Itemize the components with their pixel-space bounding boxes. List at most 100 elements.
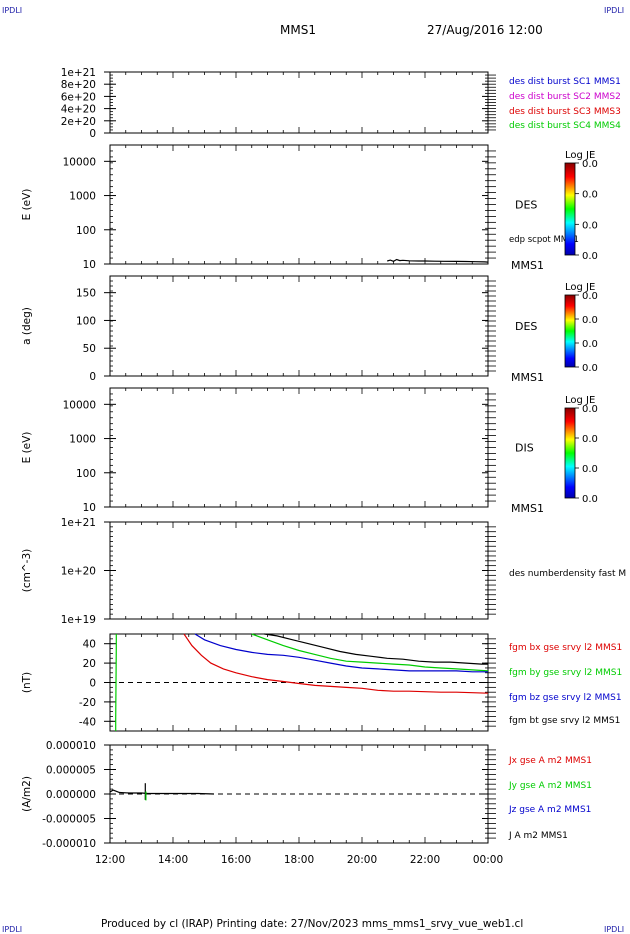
- y-tick-label: 100: [76, 468, 96, 480]
- colorbar-tick-label: 0.0: [582, 363, 598, 374]
- panel-current: 0.000010 0.000005 0.000000 -0.000005 -0.0000…: [21, 740, 592, 866]
- panel-frame: [109, 71, 489, 134]
- y-tick-label: 8e+20: [61, 79, 96, 91]
- legend-entry: Jz gse A m2 MMS1: [508, 805, 591, 815]
- colorbar: [564, 294, 576, 368]
- y-tick-label: 1e+21: [61, 517, 96, 529]
- colorbar: [564, 162, 576, 256]
- y-tick-label: 1e+19: [61, 614, 96, 626]
- instrument-label: DES: [515, 320, 537, 333]
- colorbar-tick-label: 0.0: [582, 494, 598, 505]
- colorbar-tick-label: 0.0: [582, 159, 598, 170]
- panel-frame: [109, 275, 489, 377]
- x-tick-label: 22:00: [410, 854, 440, 866]
- panel-density: 1e+21 1e+20 1e+19 (cm^-3) des numberdensity …: [21, 517, 626, 626]
- legend-entry: J A m2 MMS1: [508, 831, 568, 841]
- y-axis-label: a (deg): [21, 307, 33, 345]
- colorbar-title: Log JE: [565, 395, 595, 406]
- y-axis-label: E (eV): [21, 432, 33, 464]
- x-tick-label: 12:00: [95, 854, 125, 866]
- legend-entry: des dist burst SC4 MMS4: [509, 121, 621, 131]
- legend-entry: Jx gse A m2 MMS1: [508, 756, 592, 766]
- y-tick-label: 2e+20: [61, 116, 96, 128]
- panel-fgm: 40 20 0 -20 -40 (nT) fgm bx gse srvy l2 MMS1 fg…: [21, 633, 622, 732]
- y-tick-label: 10: [83, 502, 96, 514]
- y-axis-label: (nT): [21, 672, 33, 693]
- colorbar: [564, 407, 576, 499]
- colorbar-tick-label: 0.0: [582, 464, 598, 475]
- y-tick-label: 6e+20: [61, 91, 96, 103]
- legend-entry: fgm by gse srvy l2 MMS1: [509, 668, 622, 678]
- legend-entry: des numberdensity fast M: [509, 569, 626, 579]
- instrument-label: DES: [515, 199, 537, 212]
- spacecraft-bottom-label: MMS1: [511, 259, 544, 272]
- y-tick-label: 50: [83, 343, 96, 355]
- series-line: [251, 633, 489, 672]
- spacecraft-bottom-label: MMS1: [511, 371, 544, 384]
- y-tick-label: 0: [89, 128, 96, 140]
- x-tick-label: 20:00: [347, 854, 377, 866]
- y-tick-label: -0.000010: [42, 838, 96, 850]
- y-tick-label: 4e+20: [61, 104, 96, 116]
- y-tick-label: 0.000010: [46, 740, 96, 752]
- colorbar-tick-label: 0.0: [582, 404, 598, 415]
- series-line: [387, 258, 489, 263]
- colorbar-tick-label: 0.0: [582, 315, 598, 326]
- colorbar-tick-label: 0.0: [582, 190, 598, 201]
- panel-frame: [109, 144, 489, 265]
- colorbar-tick-label: 0.0: [582, 220, 598, 231]
- legend-entry: fgm bx gse srvy l2 MMS1: [509, 643, 622, 653]
- y-tick-label: 100: [76, 315, 96, 327]
- legend-entry: des dist burst SC3 MMS3: [509, 107, 621, 117]
- legend-entry: fgm bz gse srvy l2 MMS1: [509, 693, 622, 703]
- instrument-label: DIS: [515, 442, 534, 455]
- spacecraft-title: MMS1: [280, 23, 316, 37]
- y-tick-label: 0: [89, 371, 96, 383]
- y-tick-label: 40: [83, 639, 96, 651]
- datetime-title: 27/Aug/2016 12:00: [427, 23, 543, 37]
- y-tick-label: 1e+21: [61, 67, 96, 79]
- y-tick-label: 0.000000: [46, 789, 96, 801]
- y-tick-label: 0.000005: [46, 765, 96, 777]
- series-line: [183, 633, 489, 694]
- y-tick-label: 150: [76, 288, 96, 300]
- overlay-legend: edp scpot MMS1: [509, 235, 579, 245]
- y-tick-label: -20: [79, 697, 96, 709]
- y-tick-label: -40: [79, 716, 96, 728]
- x-tick-label: 14:00: [158, 854, 188, 866]
- y-axis-label: E (eV): [21, 189, 33, 221]
- x-tick-label: 18:00: [284, 854, 314, 866]
- footer-credit: Produced by cl (IRAP) Printing date: 27/…: [101, 918, 523, 930]
- corner-label-top-right: IPDLI: [604, 6, 624, 15]
- colorbar-tick-label: 0.0: [582, 339, 598, 350]
- panel-frame: [109, 387, 489, 508]
- y-tick-label: 10: [83, 259, 96, 271]
- panel-frame: [109, 521, 489, 620]
- colorbar-title: Log JE: [565, 150, 595, 161]
- legend-entry: Jy gse A m2 MMS1: [508, 781, 592, 791]
- spacecraft-bottom-label: MMS1: [511, 502, 544, 515]
- panel-des-energy: 10000 1000 100 10 E (eV) DES edp scpot MMS1 MMS…: [21, 144, 598, 272]
- legend-entry: des dist burst SC1 MMS1: [509, 77, 621, 87]
- y-axis-label: (A/m2): [21, 776, 33, 812]
- y-tick-label: 10000: [63, 399, 96, 411]
- y-tick-label: 1000: [69, 434, 96, 446]
- y-tick-label: 20: [83, 658, 96, 670]
- series-line: [109, 789, 215, 795]
- y-tick-label: 0: [89, 678, 96, 690]
- y-tick-label: 10000: [63, 156, 96, 168]
- series-line: [264, 633, 488, 665]
- x-tick-label: 16:00: [221, 854, 251, 866]
- y-tick-label: -0.000005: [42, 814, 96, 826]
- x-tick-label: 00:00: [473, 854, 503, 866]
- colorbar-tick-label: 0.0: [582, 434, 598, 445]
- y-tick-label: 1e+20: [61, 566, 96, 578]
- y-tick-label: 1000: [69, 191, 96, 203]
- corner-label-top-left: IPDLI: [2, 6, 22, 15]
- legend-entry: des dist burst SC2 MMS2: [509, 92, 621, 102]
